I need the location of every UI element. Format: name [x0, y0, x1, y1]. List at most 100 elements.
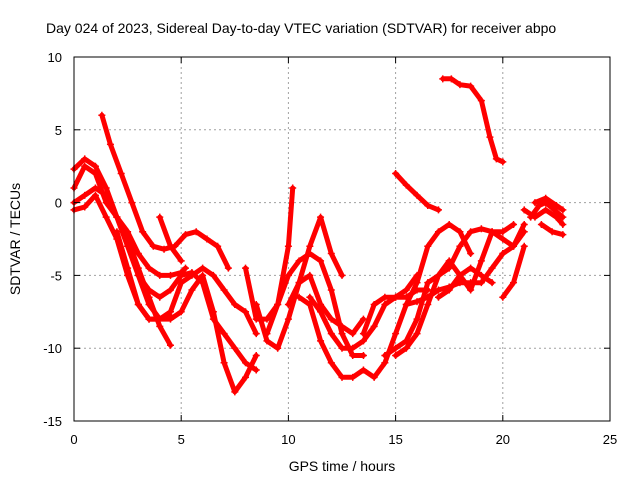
data-point-marker — [424, 301, 432, 309]
data-point-marker — [177, 257, 185, 265]
series-track-16 — [381, 225, 528, 359]
series-line — [114, 229, 259, 337]
series-line — [135, 270, 259, 373]
data-point-marker — [381, 359, 389, 367]
series-track-20 — [392, 169, 442, 214]
data-point-marker — [252, 301, 260, 309]
data-point-marker — [492, 155, 500, 163]
data-point-marker — [177, 308, 185, 316]
data-point-marker — [134, 301, 142, 309]
data-point-marker — [81, 203, 89, 211]
series-line — [243, 185, 296, 322]
data-point-marker — [467, 228, 475, 236]
data-point-marker — [166, 308, 174, 316]
series-line — [382, 226, 527, 358]
y-tick-label: 5 — [55, 123, 62, 138]
data-point-marker — [252, 351, 260, 359]
data-point-marker — [209, 315, 217, 323]
series-track-22 — [499, 242, 528, 301]
data-point-marker — [550, 206, 558, 214]
data-point-marker — [381, 351, 389, 359]
series-line — [285, 272, 366, 337]
data-point-marker — [456, 242, 464, 250]
data-point-marker — [413, 330, 421, 338]
data-point-marker — [413, 315, 421, 323]
series-track-5 — [98, 111, 232, 272]
data-point-marker — [413, 191, 421, 199]
data-point-marker — [488, 264, 496, 272]
data-point-marker — [349, 330, 357, 338]
data-point-marker — [149, 242, 157, 250]
data-point-marker — [166, 286, 174, 294]
data-point-marker — [548, 228, 556, 236]
data-point-marker — [263, 337, 271, 345]
data-series — [70, 75, 567, 396]
data-point-marker — [349, 373, 357, 381]
series-track-3 — [70, 184, 260, 396]
data-point-marker — [477, 271, 485, 279]
data-point-marker — [477, 225, 485, 233]
data-point-marker — [434, 271, 442, 279]
series-track-26 — [537, 220, 567, 239]
data-point-marker — [520, 206, 528, 214]
data-point-marker — [370, 373, 378, 381]
data-point-marker — [467, 279, 475, 287]
series-line — [393, 171, 441, 213]
data-point-marker — [242, 359, 250, 367]
data-point-marker — [424, 293, 432, 301]
y-tick-label: 10 — [48, 50, 62, 65]
data-point-marker — [231, 301, 239, 309]
data-point-marker — [434, 293, 442, 301]
data-point-marker — [542, 194, 550, 202]
data-point-marker — [359, 351, 367, 359]
data-point-marker — [338, 322, 346, 330]
data-point-marker — [295, 257, 303, 265]
data-point-marker — [370, 322, 378, 330]
data-point-marker — [338, 344, 346, 352]
data-point-marker — [327, 286, 335, 294]
data-point-marker — [477, 97, 485, 105]
data-point-marker — [81, 191, 89, 199]
series-track-21 — [439, 75, 507, 166]
data-point-marker — [177, 271, 185, 279]
data-point-marker — [181, 264, 189, 272]
data-point-marker — [520, 242, 528, 250]
data-point-marker — [156, 271, 164, 279]
x-axis-ticks: 0 5 10 15 20 25 — [70, 57, 617, 447]
data-point-marker — [520, 220, 528, 228]
data-point-marker — [392, 293, 400, 301]
data-point-marker — [467, 250, 475, 258]
data-point-marker — [203, 235, 211, 243]
x-axis-label: GPS time / hours — [289, 458, 396, 474]
data-point-marker — [156, 293, 164, 301]
data-point-marker — [188, 286, 196, 294]
data-point-marker — [537, 220, 545, 228]
data-point-marker — [327, 250, 335, 258]
series-track-15 — [359, 271, 421, 338]
data-point-marker — [359, 337, 367, 345]
series-track-2 — [70, 162, 189, 279]
data-point-marker — [359, 366, 367, 374]
data-point-marker — [231, 388, 239, 396]
data-point-marker — [252, 330, 260, 338]
data-point-marker — [381, 301, 389, 309]
data-point-marker — [145, 264, 153, 272]
data-point-marker — [402, 286, 410, 294]
data-point-marker — [499, 293, 507, 301]
y-tick-label: -15 — [43, 414, 62, 429]
data-point-marker — [199, 264, 207, 272]
data-point-marker — [289, 184, 297, 192]
data-point-marker — [392, 344, 400, 352]
series-track-9 — [242, 184, 297, 323]
data-point-marker — [113, 213, 121, 221]
data-point-marker — [402, 344, 410, 352]
data-point-marker — [456, 228, 464, 236]
data-point-marker — [349, 351, 357, 359]
series-track-6 — [113, 228, 260, 338]
data-point-marker — [156, 322, 164, 330]
y-tick-label: -10 — [43, 341, 62, 356]
series-track-12 — [284, 271, 367, 338]
data-point-marker — [98, 111, 106, 119]
data-point-marker — [156, 213, 164, 221]
data-point-marker — [306, 271, 314, 279]
